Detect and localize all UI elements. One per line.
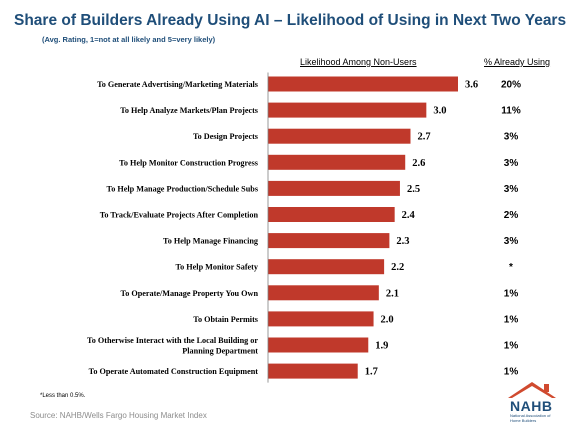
house-roof-icon bbox=[508, 382, 556, 398]
bar-10 bbox=[268, 311, 374, 327]
pct-using-1: 20% bbox=[501, 80, 521, 91]
pct-using-column-header: % Already Using bbox=[484, 57, 551, 67]
category-label-5: To Help Manage Production/Schedule Subs bbox=[107, 184, 259, 193]
pct-using-7: 3% bbox=[504, 236, 519, 247]
category-label-9: To Operate/Manage Property You Own bbox=[120, 289, 258, 298]
category-label-12: To Operate Automated Construction Equipm… bbox=[89, 367, 259, 376]
value-label-12: 1.7 bbox=[365, 367, 378, 378]
logo-text: NAHB bbox=[510, 398, 553, 414]
value-label-9: 2.1 bbox=[386, 288, 399, 299]
value-label-5: 2.5 bbox=[407, 184, 420, 195]
likelihood-column-header: Likelihood Among Non-Users bbox=[300, 57, 417, 67]
bar-4 bbox=[268, 154, 406, 170]
pct-using-3: 3% bbox=[504, 132, 519, 143]
bar-7 bbox=[268, 233, 390, 249]
category-label-10: To Obtain Permits bbox=[193, 315, 258, 324]
source-note: Source: NAHB/Wells Fargo Housing Market … bbox=[30, 411, 207, 420]
value-label-7: 2.3 bbox=[396, 236, 409, 247]
category-label-3: To Design Projects bbox=[193, 132, 258, 141]
category-label-1: To Generate Advertising/Marketing Materi… bbox=[97, 80, 258, 89]
category-label-7: To Help Manage Financing bbox=[163, 237, 259, 246]
bar-1 bbox=[268, 76, 458, 92]
category-label-2: To Help Analyze Markets/Plan Projects bbox=[120, 106, 258, 115]
pct-using-9: 1% bbox=[504, 288, 519, 299]
bar-2 bbox=[268, 102, 427, 118]
category-label-11: To Otherwise Interact with the Local Bui… bbox=[87, 336, 258, 356]
footnote: *Less than 0.5%. bbox=[40, 393, 86, 399]
pct-using-8: * bbox=[509, 262, 513, 273]
bar-12 bbox=[268, 363, 358, 379]
chart-subtitle: (Avg. Rating, 1=not at all likely and 5=… bbox=[42, 35, 216, 44]
value-label-3: 2.7 bbox=[418, 132, 431, 143]
nahb-logo: NAHB National Association of Home Builde… bbox=[504, 378, 560, 430]
bar-3 bbox=[268, 128, 411, 144]
bar-8 bbox=[268, 259, 385, 275]
pct-using-5: 3% bbox=[504, 184, 519, 195]
pct-using-6: 2% bbox=[504, 210, 519, 221]
value-label-11: 1.9 bbox=[375, 341, 388, 352]
bar-9 bbox=[268, 285, 379, 301]
pct-using-12: 1% bbox=[504, 367, 519, 378]
pct-using-11: 1% bbox=[504, 341, 519, 352]
value-label-2: 3.0 bbox=[433, 106, 446, 117]
logo-subtext: National Association of Home Builders bbox=[510, 413, 551, 423]
value-label-1: 3.6 bbox=[465, 80, 478, 91]
category-label-4: To Help Monitor Construction Progress bbox=[119, 158, 258, 167]
bar-11 bbox=[268, 337, 369, 353]
category-label-8: To Help Monitor Safety bbox=[175, 263, 258, 272]
value-label-8: 2.2 bbox=[391, 262, 404, 273]
bar-5 bbox=[268, 180, 400, 196]
category-label-6: To Track/Evaluate Projects After Complet… bbox=[100, 211, 259, 220]
chart-title: Share of Builders Already Using AI – Lik… bbox=[14, 12, 567, 29]
pct-using-2: 11% bbox=[501, 106, 521, 117]
pct-using-10: 1% bbox=[504, 314, 519, 325]
value-label-4: 2.6 bbox=[412, 158, 425, 169]
value-label-6: 2.4 bbox=[402, 210, 416, 221]
value-label-10: 2.0 bbox=[381, 314, 394, 325]
pct-using-4: 3% bbox=[504, 158, 519, 169]
bar-6 bbox=[268, 207, 395, 222]
